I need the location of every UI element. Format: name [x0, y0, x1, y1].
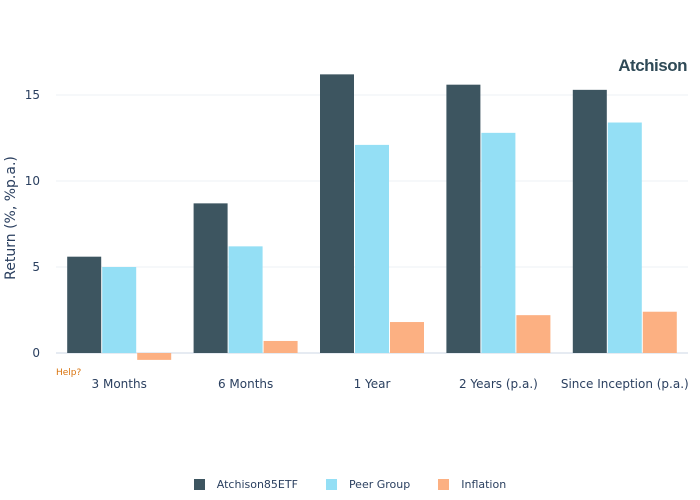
bar-inflation[interactable]	[390, 322, 424, 353]
y-tick-label: 10	[25, 174, 40, 188]
bar-inflation[interactable]	[137, 353, 172, 360]
x-tick-labels: 3 Months 6 Months 1 Year 2 Years (p.a.) Sinc…	[92, 377, 689, 391]
legend-label: Peer Group	[348, 478, 411, 491]
bar-peer-group[interactable]	[228, 246, 263, 353]
y-tick-label: 0	[32, 346, 40, 360]
bar-atchison85etf[interactable]	[446, 84, 481, 354]
x-tick-label: 2 Years (p.a.)	[459, 377, 538, 391]
help-link[interactable]: Help?	[56, 368, 82, 378]
y-tick-label: 5	[32, 260, 40, 274]
bar-inflation[interactable]	[642, 311, 677, 353]
bar-peer-group[interactable]	[481, 132, 516, 353]
y-axis-label: Return (%, %p.a.)	[3, 156, 19, 280]
bar-atchison85etf[interactable]	[320, 74, 354, 354]
bar-peer-group[interactable]	[355, 144, 389, 353]
x-tick-label: 3 Months	[92, 377, 147, 391]
bar-inflation[interactable]	[516, 315, 551, 353]
bar-peer-group[interactable]	[607, 122, 642, 354]
legend-item-peer-group[interactable]: Peer Group	[325, 478, 411, 491]
bar-atchison85etf[interactable]	[193, 203, 228, 353]
legend-item-atchison85etf[interactable]: Atchison85ETF	[193, 478, 298, 491]
bar-peer-group[interactable]	[102, 267, 137, 353]
bar-atchison85etf[interactable]	[67, 256, 102, 353]
atchison-logo: Atchison	[618, 56, 687, 75]
legend: Atchison85ETF Peer Group Inflation	[0, 478, 700, 491]
legend-label: Atchison85ETF	[216, 478, 298, 491]
legend-swatch	[325, 479, 337, 490]
y-tick-labels: 0 5 10 15	[25, 88, 40, 360]
x-tick-label: Since Inception (p.a.)	[561, 377, 689, 391]
bar-inflation[interactable]	[263, 340, 298, 353]
legend-swatch	[438, 479, 450, 490]
legend-item-inflation[interactable]: Inflation	[438, 478, 506, 491]
legend-swatch	[193, 479, 205, 490]
y-tick-label: 15	[25, 88, 40, 102]
legend-label: Inflation	[461, 478, 507, 491]
x-tick-label: 6 Months	[218, 377, 273, 391]
bar-atchison85etf[interactable]	[572, 89, 607, 353]
x-tick-label: 1 Year	[354, 377, 391, 391]
bars	[67, 74, 677, 360]
